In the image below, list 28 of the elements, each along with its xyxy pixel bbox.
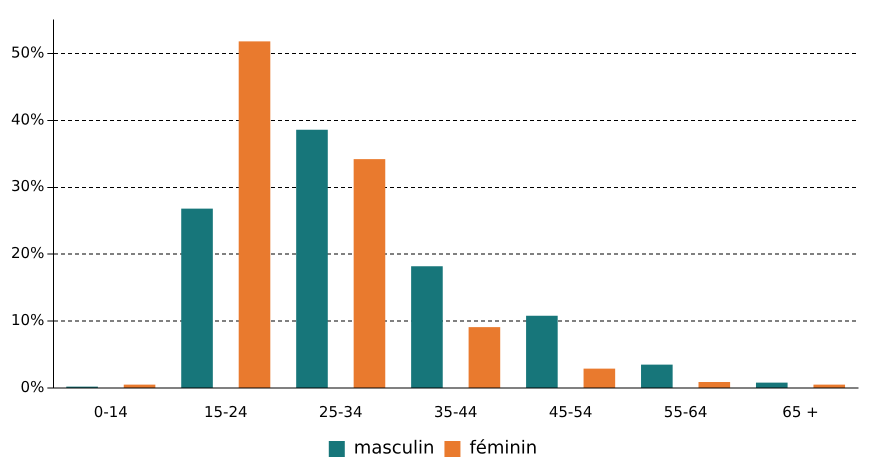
y-tick-label: 40% [10,110,44,128]
bar [238,41,270,388]
x-tick-label: 25-34 [318,402,363,421]
x-tick-label: 45-54 [548,402,592,421]
y-tick-label: 50% [10,43,44,62]
bar [411,266,443,388]
bar [813,384,846,388]
bar [124,384,156,388]
legend-label: féminin [469,438,538,459]
bar [296,130,328,388]
x-tick-label: 0-14 [94,402,128,421]
bar [181,208,213,388]
y-tick-label: 20% [10,244,44,262]
bar [698,382,730,388]
y-tick-label: 30% [10,177,44,196]
legend-label: masculin [354,438,434,459]
x-tick-label: 55-64 [664,402,708,421]
bar [756,382,788,388]
bar [526,316,558,388]
bar [354,159,386,388]
x-tick-label: 35-44 [434,402,478,421]
x-tick-label: 15-24 [204,402,248,421]
bar [584,368,616,388]
y-tick-label: 10% [10,310,44,329]
x-tick-label: 65 + [782,402,819,421]
y-tick-label: 0% [20,378,44,396]
bar [641,364,673,388]
bar [468,327,500,388]
